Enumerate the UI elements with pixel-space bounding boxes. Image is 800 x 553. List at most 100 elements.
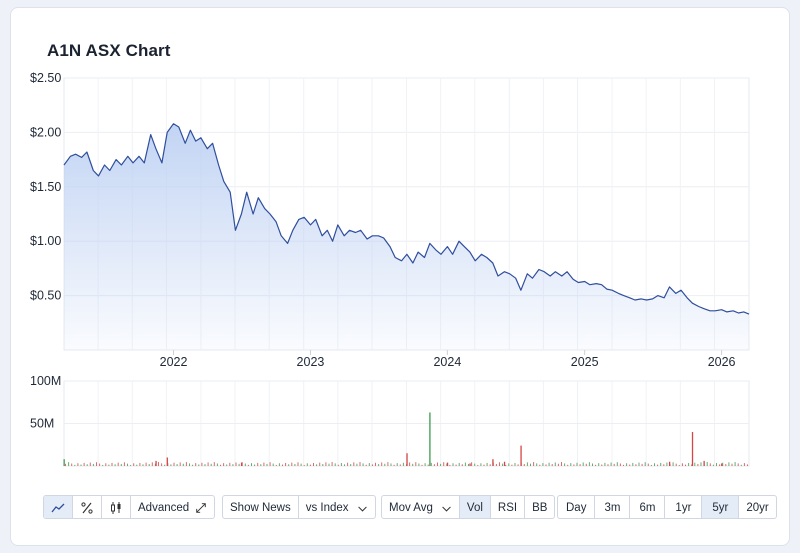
volume-bar-minor [185,462,187,466]
volume-bar-minor [266,463,268,466]
volume-bar-minor [647,463,649,466]
volume-bar-minor [421,464,423,466]
volume-bar-minor [353,462,355,466]
volume-bar-minor [402,462,404,466]
x-axis-tick-label: 2022 [160,355,188,369]
volume-bar-minor [161,463,163,466]
volume-bar-minor [288,464,290,466]
volume-bar-minor [102,464,104,466]
volume-bar-minor [548,462,550,466]
volume-bar-minor [220,464,221,466]
bb-button[interactable]: BB [525,496,554,518]
volume-bar-minor [142,464,144,466]
advanced-button[interactable]: Advanced [131,496,214,518]
volume-bar-minor [623,464,624,466]
volume-bar-minor [347,462,349,466]
volume-bar-minor [740,464,742,466]
volume-bar-minor [204,464,206,466]
volume-bar-minor [455,464,457,466]
volume-bar-minor [105,463,107,466]
volume-bar-minor [542,463,544,466]
range-group: Day 3m 6m 1yr 5yr 20yr [557,495,777,519]
volume-bar-minor [433,464,435,466]
volume-bar-minor [666,462,668,466]
percent-mode-button[interactable] [73,496,102,518]
volume-bar-minor [564,463,566,466]
volume-bar-minor [148,464,150,466]
volume-bar-minor [523,464,525,466]
volume-bar-minor [297,462,299,466]
range-5yr-button[interactable]: 5yr [702,496,740,518]
volume-bar-minor [179,462,181,466]
volume-bar [429,412,431,466]
volume-bar-minor [626,463,628,466]
volume-bar-minor [604,462,606,466]
price-y-tick-label: $1.00 [30,234,61,248]
volume-bar-minor [499,462,500,466]
volume-bar-minor [275,464,277,466]
range-3m-button[interactable]: 3m [595,496,631,518]
range-5yr-label: 5yr [712,502,729,514]
volume-bar-minor [557,463,559,466]
range-1yr-button[interactable]: 1yr [665,496,703,518]
volume-bar-minor [579,464,581,466]
volume-bar-minor [638,462,640,466]
vs-index-label: vs Index [305,502,349,514]
vs-index-dropdown[interactable]: vs Index [299,496,375,518]
volume-bar-minor [601,464,603,466]
volume-bar [703,460,705,466]
x-axis-tick-label: 2024 [433,355,461,369]
volume-bar-minor [68,462,70,466]
volume-bar-minor [96,462,97,466]
mov-avg-dropdown[interactable]: Mov Avg [382,496,460,518]
range-day-button[interactable]: Day [558,496,596,518]
range-20yr-button[interactable]: 20yr [739,496,775,518]
volume-bar-minor [635,464,637,466]
volume-bar-minor [182,463,184,466]
volume-bar-minor [468,463,469,466]
volume-bar-minor [254,464,256,466]
volume-bar-minor [384,463,386,466]
volume-bar-minor [223,463,225,466]
price-line [63,123,750,315]
chart-title: A1N ASX Chart [47,41,171,60]
news-index-group: Show News vs Index [222,495,376,519]
vol-button[interactable]: Vol [459,496,491,518]
volume-bar-minor [399,464,401,466]
volume-bar-minor [189,463,190,466]
volume-bar-minor [691,464,693,466]
volume-bar-minor [725,464,727,466]
volume-bar-minor [613,463,615,466]
volume-bar-minor [269,462,271,466]
volume-bar-minor [471,462,473,466]
volume-bar [520,445,522,466]
volume-bar-minor [610,462,612,466]
show-news-button[interactable]: Show News [223,496,299,518]
rsi-button[interactable]: RSI [491,496,526,518]
volume-bar-minor [430,462,432,466]
volume-bar-minor [474,463,476,466]
range-6m-button[interactable]: 6m [630,496,666,518]
volume-bar-minor [133,463,135,466]
candlestick-mode-button[interactable] [102,496,131,518]
volume-bar-minor [263,462,265,466]
volume-bar-minor [588,462,590,466]
volume-bar-minor [427,464,429,466]
volume-bar-minor [700,462,702,466]
volume-bar-minor [247,464,249,466]
volume-bar-minor [340,463,342,466]
volume-bar-minor [437,462,438,466]
volume-bar-minor [331,462,333,466]
line-mode-button[interactable] [44,496,73,518]
volume-bar-minor [322,463,324,466]
volume-bar-minor [486,462,488,466]
volume-bar-minor [176,464,178,466]
volume-bar-minor [300,463,302,466]
volume-bar-minor [582,462,584,466]
volume-bar-minor [173,462,175,466]
price-y-tick-label: $2.50 [30,71,61,85]
volume-bar-minor [92,463,94,466]
volume-bar-minor [551,464,553,466]
volume-bar-minor [592,463,593,466]
